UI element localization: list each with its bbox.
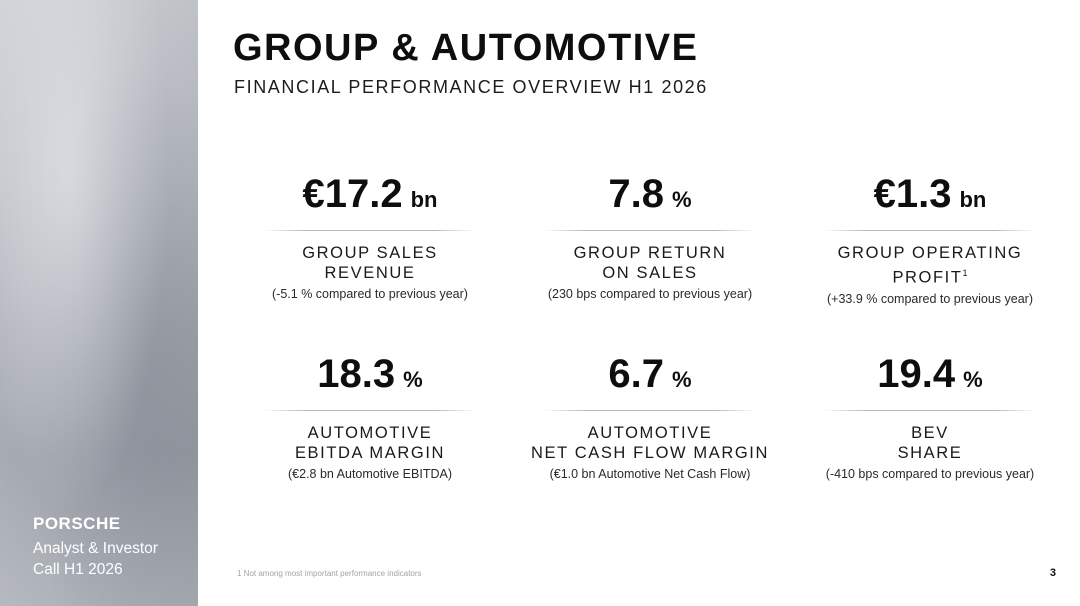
kpi-automotive-ebitda-margin: 18.3 % AUTOMOTIVE EBITDA MARGIN (€2.8 bn… xyxy=(245,352,495,492)
kpi-divider xyxy=(823,230,1037,231)
kpi-label: GROUP OPERATING PROFIT1 xyxy=(805,243,1055,288)
kpi-value-row: 19.4 % xyxy=(805,352,1055,404)
kpi-label-line2: REVENUE xyxy=(324,264,416,282)
page-title: GROUP & AUTOMOTIVE xyxy=(233,27,699,69)
kpi-label-line1: BEV xyxy=(911,424,949,442)
kpi-label: BEV SHARE xyxy=(805,423,1055,463)
kpi-note: (+33.9 % compared to previous year) xyxy=(826,291,1033,306)
kpi-divider xyxy=(543,410,757,411)
kpi-group-return-on-sales: 7.8 % GROUP RETURN ON SALES (230 bps com… xyxy=(525,172,775,312)
kpi-value: 6.7 xyxy=(608,352,665,396)
kpi-label: GROUP RETURN ON SALES xyxy=(525,243,775,283)
kpi-note: (-5.1 % compared to previous year) xyxy=(272,287,468,301)
kpi-value: 7.8 xyxy=(608,172,665,216)
kpi-label-line2: NET CASH FLOW MARGIN xyxy=(531,444,769,462)
kpi-value-row: 6.7 % xyxy=(525,352,775,404)
kpi-value: 18.3 xyxy=(317,352,396,396)
kpi-divider xyxy=(263,410,477,411)
kpi-divider xyxy=(263,230,477,231)
kpi-label-line2: SHARE xyxy=(897,444,963,462)
kpi-unit: bn xyxy=(959,187,987,212)
kpi-bev-share: 19.4 % BEV SHARE (-410 bps compared to p… xyxy=(805,352,1055,492)
kpi-automotive-net-cash-flow-margin: 6.7 % AUTOMOTIVE NET CASH FLOW MARGIN (€… xyxy=(525,352,775,492)
kpi-label-line2: ON SALES xyxy=(602,264,698,282)
kpi-group-operating-profit: €1.3 bn GROUP OPERATING PROFIT1 (+33.9 %… xyxy=(805,172,1055,312)
event-name-line1: Analyst & Investor xyxy=(33,540,158,557)
kpi-value-row: €17.2 bn xyxy=(245,172,495,224)
kpi-label-line2-wrap: PROFIT1 xyxy=(805,263,1055,288)
page-subtitle: FINANCIAL PERFORMANCE OVERVIEW H1 2026 xyxy=(234,77,708,97)
kpi-label-line1: GROUP RETURN xyxy=(573,244,727,262)
kpi-note: (€2.8 bn Automotive EBITDA) xyxy=(288,467,452,481)
kpi-label-line2: EBITDA MARGIN xyxy=(294,444,446,462)
kpi-value-row: €1.3 bn xyxy=(805,172,1055,224)
kpi-value-row: 18.3 % xyxy=(245,352,495,404)
event-name-line2: Call H1 2026 xyxy=(33,561,123,578)
brand-block: PORSCHE Analyst & Investor Call H1 2026 xyxy=(33,514,158,580)
kpi-note: (230 bps compared to previous year) xyxy=(547,287,753,301)
kpi-value-row: 7.8 % xyxy=(525,172,775,224)
kpi-label-line1: AUTOMOTIVE xyxy=(587,424,713,442)
kpi-unit: % xyxy=(672,187,692,212)
kpi-label: AUTOMOTIVE EBITDA MARGIN xyxy=(245,423,495,463)
kpi-value: €1.3 xyxy=(873,172,952,216)
kpi-label-line1: GROUP SALES xyxy=(302,244,438,262)
kpi-unit: % xyxy=(963,367,983,392)
page-number: 3 xyxy=(1049,567,1056,579)
kpi-note: (€1.0 bn Automotive Net Cash Flow) xyxy=(549,467,751,481)
kpi-label-line1: GROUP OPERATING xyxy=(837,244,1023,262)
kpi-value: €17.2 xyxy=(302,172,403,216)
kpi-grid: €17.2 bn GROUP SALES REVENUE (-5.1 % com… xyxy=(245,172,1055,492)
kpi-note: (-410 bps compared to previous year) xyxy=(825,467,1035,481)
porsche-logo: PORSCHE xyxy=(33,514,121,533)
kpi-group-sales-revenue: €17.2 bn GROUP SALES REVENUE (-5.1 % com… xyxy=(245,172,495,312)
footnote-marker: 1 xyxy=(962,268,968,278)
kpi-value: 19.4 xyxy=(877,352,956,396)
kpi-unit: bn xyxy=(410,187,438,212)
kpi-divider xyxy=(823,410,1037,411)
kpi-divider xyxy=(543,230,757,231)
kpi-unit: % xyxy=(403,367,423,392)
kpi-label: AUTOMOTIVE NET CASH FLOW MARGIN xyxy=(525,423,775,463)
kpi-label-line1: AUTOMOTIVE xyxy=(307,424,433,442)
kpi-label-line2: PROFIT xyxy=(892,268,963,287)
kpi-label: GROUP SALES REVENUE xyxy=(245,243,495,283)
kpi-unit: % xyxy=(672,367,692,392)
sidebar-image-panel xyxy=(0,0,198,606)
footnote: 1 Not among most important performance i… xyxy=(237,569,422,578)
